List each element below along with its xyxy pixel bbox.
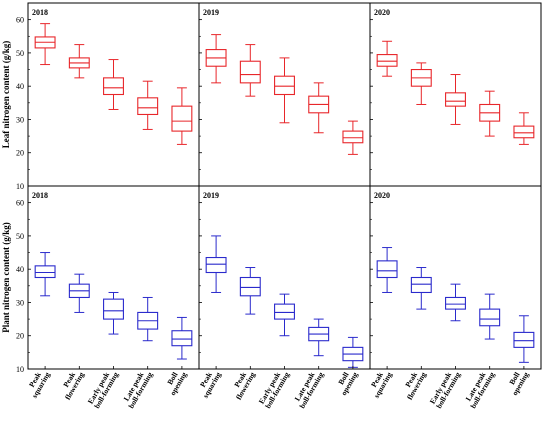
box-2 [274, 57, 295, 124]
y-tick-label: 50 [16, 232, 24, 241]
iqr-box [445, 92, 466, 107]
box-2 [103, 291, 124, 335]
iqr-box [103, 77, 124, 96]
iqr-box [479, 308, 501, 327]
box-0 [34, 252, 56, 297]
panel-year-label: 2019 [203, 191, 219, 200]
panel-year-label: 2018 [32, 191, 48, 200]
panel-year-label: 2019 [203, 8, 219, 17]
y-tick-label: 10 [16, 182, 24, 191]
iqr-box [205, 256, 227, 274]
box-3 [137, 80, 159, 130]
box-3 [479, 90, 501, 137]
y-tick-label: 30 [16, 298, 24, 307]
box-4 [342, 336, 364, 368]
panel-2019-row-0: 2019 [198, 2, 371, 187]
box-0 [205, 235, 227, 293]
box-4 [171, 316, 193, 360]
y-tick-label: 10 [16, 365, 24, 374]
iqr-box [376, 260, 398, 279]
box-1 [68, 273, 90, 313]
iqr-box [342, 130, 364, 144]
iqr-box [171, 105, 193, 132]
iqr-box [137, 97, 159, 116]
box-3 [479, 293, 501, 340]
y-tick-label: 20 [16, 149, 24, 158]
y-tick-label: 60 [16, 199, 24, 208]
panel-2020-row-0: 2020 [369, 2, 542, 187]
y-tick-label: 50 [16, 49, 24, 58]
box-2 [445, 74, 466, 125]
box-0 [376, 247, 398, 293]
y-tick-label: 30 [16, 115, 24, 124]
box-4 [171, 87, 193, 145]
iqr-box [239, 276, 261, 297]
box-0 [376, 40, 398, 77]
box-1 [410, 267, 432, 310]
panel-year-label: 2018 [32, 8, 48, 17]
iqr-box [513, 125, 535, 139]
box-2 [274, 293, 295, 337]
box-3 [308, 82, 330, 134]
box-2 [103, 59, 124, 110]
box-1 [239, 267, 261, 315]
box-3 [308, 318, 330, 357]
panel-frame [198, 185, 371, 370]
panel-year-label: 2020 [374, 8, 390, 17]
iqr-box [274, 303, 295, 320]
y-axis-label-row-1: Plant nitrogen content (g/kg) [1, 222, 11, 333]
box-4 [342, 120, 364, 155]
iqr-box [376, 54, 398, 67]
box-0 [205, 34, 227, 84]
y-tick-label: 40 [16, 265, 24, 274]
box-4 [513, 315, 535, 363]
iqr-box [34, 265, 56, 279]
y-tick-label: 20 [16, 332, 24, 341]
panel-2018-row-0: 2018 [27, 2, 200, 187]
iqr-box [410, 276, 432, 294]
iqr-box [103, 298, 124, 320]
y-axis-label-row-0: Leaf nitrogen content (g/kg) [1, 41, 11, 149]
box-1 [239, 44, 261, 97]
box-4 [513, 112, 535, 145]
y-tick-label: 60 [16, 16, 24, 25]
y-tick-label: 40 [16, 82, 24, 91]
iqr-box [445, 296, 466, 310]
iqr-box [239, 60, 261, 84]
box-0 [34, 23, 56, 66]
panel-year-label: 2020 [374, 191, 390, 200]
iqr-box [274, 75, 295, 96]
iqr-box [171, 330, 193, 347]
box-1 [410, 62, 432, 105]
iqr-box [513, 331, 535, 348]
box-1 [68, 44, 90, 79]
box-3 [137, 296, 159, 342]
box-2 [445, 283, 466, 322]
